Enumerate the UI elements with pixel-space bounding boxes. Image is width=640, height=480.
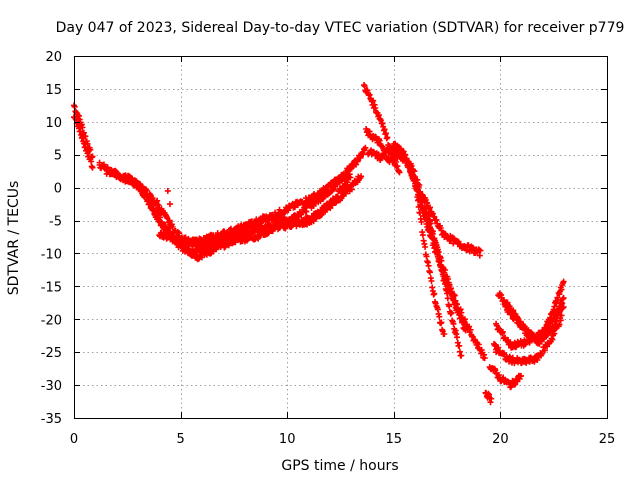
y-tick-label: -30 [41, 379, 62, 394]
series-arc-18 [501, 301, 567, 347]
x-tick-label: 25 [599, 432, 616, 447]
y-axis-label: SDTVAR / TECUs [6, 181, 22, 296]
series-arc-4 [103, 166, 365, 263]
x-tick-label: 10 [279, 432, 296, 447]
data-point-markers [491, 312, 565, 367]
y-tick-label: -15 [41, 280, 62, 295]
data-point-markers [418, 192, 484, 259]
series-arc-13 [482, 389, 495, 406]
chart-title: Day 047 of 2023, Sidereal Day-to-day VTE… [56, 20, 625, 36]
series-outliers [96, 159, 500, 356]
data-point-markers [501, 301, 567, 347]
y-tick-label: 0 [54, 182, 62, 197]
series-arc-6 [156, 171, 354, 249]
x-tick-label: 5 [176, 432, 184, 447]
data-point-markers [486, 364, 524, 391]
y-tick-label: -25 [41, 346, 62, 361]
x-tick-label: 20 [492, 432, 509, 447]
y-tick-label: 15 [45, 83, 62, 98]
plot-frame [74, 56, 608, 419]
data-point-markers [103, 166, 365, 263]
x-axis-label: GPS time / hours [281, 458, 398, 474]
data-point-markers [407, 166, 469, 334]
grid [74, 56, 607, 418]
y-tick-label: 5 [54, 149, 62, 164]
data-points [71, 82, 567, 406]
data-point-markers [156, 171, 354, 249]
x-tick-label: 15 [386, 432, 403, 447]
x-tick-label: 0 [70, 432, 78, 447]
axis-ticks: 0 5 10 15 20 25 20 15 10 5 0 -5 -10 -15 -20 -25 -30 -35 [41, 50, 616, 447]
series-arc-15 [491, 312, 565, 367]
data-point-markers [482, 389, 495, 406]
y-tick-label: -35 [41, 412, 62, 427]
series-arc-11 [407, 166, 469, 334]
y-tick-label: -10 [41, 247, 62, 262]
y-tick-label: 20 [45, 50, 62, 65]
y-tick-label: -5 [49, 215, 62, 230]
series-arc-12 [418, 192, 484, 259]
data-point-markers [96, 159, 500, 356]
y-tick-label: 10 [45, 116, 62, 131]
y-tick-label: -20 [41, 313, 62, 328]
series-arc-14 [486, 364, 524, 391]
data-point-markers [365, 140, 465, 359]
series-arc-9 [365, 140, 465, 359]
